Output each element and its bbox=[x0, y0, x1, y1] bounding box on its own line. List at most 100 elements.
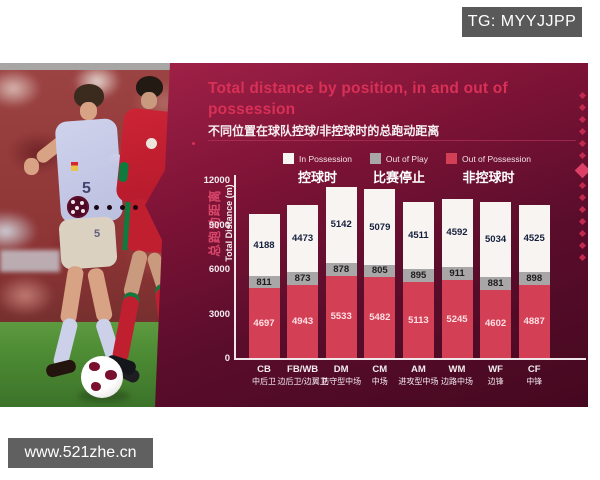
stacked-bar: 4511 895 5113 bbox=[402, 201, 434, 358]
spain-crest bbox=[71, 162, 78, 171]
ball-patch bbox=[105, 370, 117, 380]
bar-segment: 805 bbox=[364, 264, 396, 277]
y-tick-label: 3000 bbox=[208, 308, 230, 320]
x-category-label: DM 防守型中场 bbox=[310, 364, 372, 387]
x-label-zh: 边后卫/边翼卫 bbox=[277, 377, 328, 386]
bar-segment: 881 bbox=[480, 276, 512, 290]
chart-subtitle-zh: 不同位置在球队控球/非控球时的总跑动距离 bbox=[208, 124, 440, 138]
legend-swatch-out-of-play bbox=[369, 153, 381, 164]
trail-dot bbox=[120, 205, 125, 210]
x-category-label: AM 进攻型中场 bbox=[387, 364, 449, 387]
diamond-dot bbox=[578, 253, 586, 262]
x-label-zh: 进攻型中场 bbox=[398, 377, 439, 386]
diamond-dot bbox=[578, 217, 586, 226]
x-label-zh: 中场 bbox=[371, 377, 388, 386]
y-axis-line bbox=[234, 175, 236, 359]
stacked-bar: 4473 873 4943 bbox=[287, 205, 319, 358]
bar-segment: 4592 bbox=[441, 198, 473, 267]
bar-segment: 898 bbox=[518, 272, 550, 286]
legend-label-zh: 比赛停止 bbox=[372, 170, 425, 185]
spain-shorts-number: 5 bbox=[94, 228, 101, 240]
legend-label-zh: 控球时 bbox=[297, 170, 337, 185]
diamond-dot bbox=[578, 139, 586, 148]
bar-segment: 5245 bbox=[441, 280, 473, 358]
bar-segment: 4697 bbox=[248, 288, 280, 358]
bar-segment: 878 bbox=[325, 262, 357, 276]
x-label-code: CB bbox=[257, 364, 271, 375]
diamond-dot bbox=[578, 229, 586, 238]
morocco-player-face bbox=[141, 92, 157, 109]
diamond-dot bbox=[574, 162, 588, 179]
site-watermark-badge: www.521zhe.cn bbox=[8, 438, 153, 468]
telegram-watermark-badge: TG: MYYJJPP bbox=[462, 7, 582, 37]
x-category-label: FB/WB 边后卫/边翼卫 bbox=[272, 364, 334, 387]
ball-patch bbox=[89, 362, 100, 371]
spain-player-hand bbox=[24, 158, 39, 175]
x-category-label: CF 中锋 bbox=[503, 364, 565, 387]
diamond-dot bbox=[578, 115, 586, 124]
legend-label: In Possession bbox=[299, 153, 352, 164]
diamond-dot bbox=[578, 181, 586, 190]
x-axis-line bbox=[234, 358, 586, 360]
x-label-zh: 边锋 bbox=[487, 377, 504, 386]
x-label-code: DM bbox=[333, 364, 349, 375]
bar-segment: 4473 bbox=[287, 205, 319, 272]
football bbox=[81, 356, 123, 398]
diamond-dot bbox=[578, 91, 586, 100]
decor-football-icon bbox=[67, 196, 89, 218]
y-tick-label: 9000 bbox=[208, 219, 230, 231]
bar-segment: 4525 bbox=[518, 205, 550, 273]
chart-title: Total distance by position, in and out o… bbox=[208, 80, 508, 118]
bar-segment: 5482 bbox=[364, 276, 396, 358]
chart-panel: Total distance by position, in and out o… bbox=[145, 63, 588, 407]
diamond-dot bbox=[578, 193, 586, 202]
ad-board bbox=[0, 250, 60, 272]
bar-segment: 811 bbox=[248, 276, 280, 289]
bar-segment: 5142 bbox=[325, 186, 357, 263]
bar-segment: 4887 bbox=[518, 285, 550, 358]
match-photo: 5 5 bbox=[0, 70, 175, 407]
accent-dot bbox=[192, 142, 195, 145]
legend-label: Out of Play bbox=[385, 153, 428, 164]
stacked-bar: 5034 881 4602 bbox=[480, 201, 512, 358]
legend-item-in-possession: In Possession 控球时 bbox=[283, 153, 352, 186]
bar-segment: 873 bbox=[287, 271, 319, 285]
ball-patch bbox=[91, 382, 101, 391]
diamond-dot bbox=[578, 103, 586, 112]
spain-jersey-number: 5 bbox=[82, 180, 91, 197]
bar-segment: 4188 bbox=[248, 214, 280, 277]
diamond-dot bbox=[578, 151, 586, 160]
morocco-player-hair bbox=[136, 76, 163, 98]
x-label-zh: 防守型中场 bbox=[321, 377, 362, 386]
x-category-label: CM 中场 bbox=[349, 364, 411, 387]
bar-segment: 5533 bbox=[325, 275, 357, 358]
bar-segment: 5034 bbox=[480, 201, 512, 277]
x-label-code: WF bbox=[488, 364, 503, 375]
x-label-code: WM bbox=[448, 364, 466, 375]
stacked-bar: 5142 878 5533 bbox=[325, 186, 357, 358]
bar-segment: 4511 bbox=[402, 201, 434, 269]
subtitle-underline bbox=[208, 140, 576, 141]
spain-player-jersey bbox=[54, 117, 124, 225]
stacked-bar: 5079 805 5482 bbox=[364, 189, 396, 358]
x-label-code: CF bbox=[527, 364, 541, 375]
legend-swatch-out-of-possession bbox=[445, 153, 457, 164]
stacked-bar: 4188 811 4697 bbox=[248, 214, 280, 358]
x-label-code: CM bbox=[372, 364, 388, 375]
x-category-label: WF 边锋 bbox=[465, 364, 527, 387]
legend-label: Out of Possession bbox=[461, 153, 531, 164]
legend-label-zh: 非控球时 bbox=[462, 170, 515, 185]
x-category-label: CB 中后卫 bbox=[233, 364, 295, 387]
spain-player-face bbox=[80, 102, 97, 120]
stacked-bar: 4525 898 4887 bbox=[518, 205, 550, 358]
diamond-dot bbox=[578, 127, 586, 136]
bar-segment: 911 bbox=[441, 266, 473, 281]
x-label-zh: 中后卫 bbox=[252, 377, 276, 386]
x-label-zh: 中锋 bbox=[526, 377, 543, 386]
y-tick-label: 12000 bbox=[203, 175, 230, 186]
x-category-label: WM 边路中场 bbox=[426, 364, 488, 387]
bar-segment: 895 bbox=[402, 268, 434, 283]
trail-dot bbox=[133, 205, 138, 210]
y-tick-label: 0 bbox=[224, 353, 230, 364]
